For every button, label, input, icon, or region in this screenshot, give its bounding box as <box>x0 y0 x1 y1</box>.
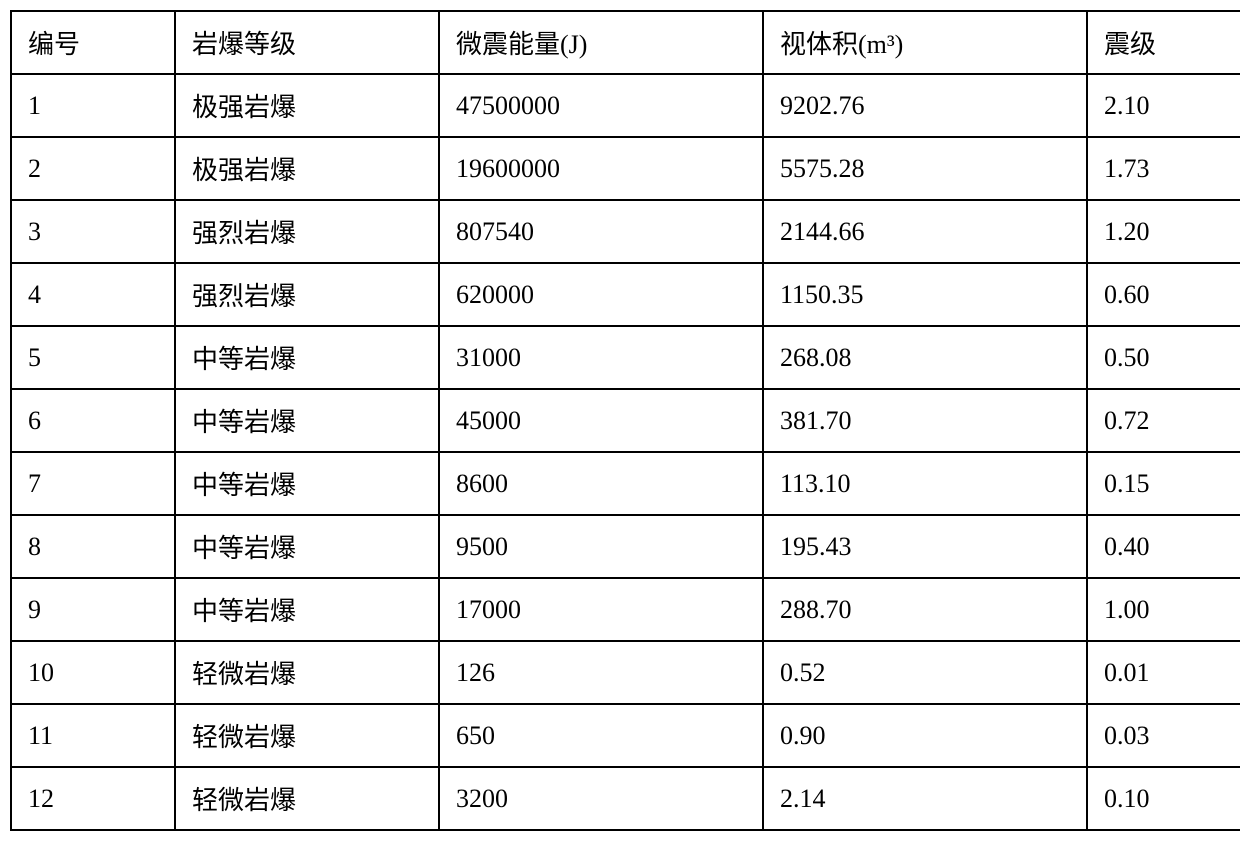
table-cell: 6 <box>11 389 175 452</box>
table-cell: 强烈岩爆 <box>175 263 439 326</box>
table-row: 1极强岩爆475000009202.762.10 <box>11 74 1240 137</box>
table-cell: 0.10 <box>1087 767 1240 830</box>
table-cell: 620000 <box>439 263 763 326</box>
table-cell: 9 <box>11 578 175 641</box>
table-row: 3强烈岩爆8075402144.661.20 <box>11 200 1240 263</box>
table-cell: 中等岩爆 <box>175 578 439 641</box>
table-cell: 113.10 <box>763 452 1087 515</box>
header-id: 编号 <box>11 11 175 74</box>
table-header-row: 编号 岩爆等级 微震能量(J) 视体积(m³) 震级 <box>11 11 1240 74</box>
table-row: 4强烈岩爆6200001150.350.60 <box>11 263 1240 326</box>
table-cell: 1.20 <box>1087 200 1240 263</box>
table-cell: 极强岩爆 <box>175 137 439 200</box>
table-row: 11轻微岩爆6500.900.03 <box>11 704 1240 767</box>
table-cell: 47500000 <box>439 74 763 137</box>
table-cell: 1 <box>11 74 175 137</box>
table-cell: 268.08 <box>763 326 1087 389</box>
table-cell: 0.03 <box>1087 704 1240 767</box>
table-cell: 9202.76 <box>763 74 1087 137</box>
table-row: 6中等岩爆45000381.700.72 <box>11 389 1240 452</box>
table-cell: 2 <box>11 137 175 200</box>
table-cell: 中等岩爆 <box>175 326 439 389</box>
table-cell: 8600 <box>439 452 763 515</box>
table-cell: 中等岩爆 <box>175 452 439 515</box>
table-cell: 5575.28 <box>763 137 1087 200</box>
table-cell: 650 <box>439 704 763 767</box>
table-row: 2极强岩爆196000005575.281.73 <box>11 137 1240 200</box>
table-cell: 3200 <box>439 767 763 830</box>
table-cell: 1150.35 <box>763 263 1087 326</box>
table-cell: 7 <box>11 452 175 515</box>
table-cell: 2.10 <box>1087 74 1240 137</box>
table-cell: 5 <box>11 326 175 389</box>
table-cell: 19600000 <box>439 137 763 200</box>
table-cell: 0.52 <box>763 641 1087 704</box>
table-cell: 中等岩爆 <box>175 515 439 578</box>
header-grade: 岩爆等级 <box>175 11 439 74</box>
table-cell: 极强岩爆 <box>175 74 439 137</box>
table-cell: 195.43 <box>763 515 1087 578</box>
table-cell: 8 <box>11 515 175 578</box>
table-cell: 4 <box>11 263 175 326</box>
table-cell: 45000 <box>439 389 763 452</box>
table-cell: 10 <box>11 641 175 704</box>
table-cell: 0.60 <box>1087 263 1240 326</box>
table-cell: 381.70 <box>763 389 1087 452</box>
header-magnitude: 震级 <box>1087 11 1240 74</box>
table-cell: 807540 <box>439 200 763 263</box>
table-row: 8中等岩爆9500195.430.40 <box>11 515 1240 578</box>
table-cell: 0.40 <box>1087 515 1240 578</box>
table-cell: 轻微岩爆 <box>175 704 439 767</box>
table-cell: 288.70 <box>763 578 1087 641</box>
header-volume: 视体积(m³) <box>763 11 1087 74</box>
table-cell: 0.50 <box>1087 326 1240 389</box>
table-cell: 31000 <box>439 326 763 389</box>
table-cell: 0.90 <box>763 704 1087 767</box>
table-cell: 中等岩爆 <box>175 389 439 452</box>
table-cell: 0.15 <box>1087 452 1240 515</box>
table-cell: 1.00 <box>1087 578 1240 641</box>
table-body: 1极强岩爆475000009202.762.102极强岩爆19600000557… <box>11 74 1240 830</box>
header-energy: 微震能量(J) <box>439 11 763 74</box>
table-cell: 11 <box>11 704 175 767</box>
table-cell: 17000 <box>439 578 763 641</box>
table-row: 9中等岩爆17000288.701.00 <box>11 578 1240 641</box>
table-cell: 轻微岩爆 <box>175 767 439 830</box>
table-cell: 轻微岩爆 <box>175 641 439 704</box>
table-cell: 126 <box>439 641 763 704</box>
rockburst-data-table: 编号 岩爆等级 微震能量(J) 视体积(m³) 震级 1极强岩爆47500000… <box>10 10 1240 831</box>
table-cell: 强烈岩爆 <box>175 200 439 263</box>
table-cell: 2.14 <box>763 767 1087 830</box>
table-cell: 1.73 <box>1087 137 1240 200</box>
table-cell: 0.01 <box>1087 641 1240 704</box>
table-cell: 2144.66 <box>763 200 1087 263</box>
table-cell: 0.72 <box>1087 389 1240 452</box>
table-row: 12轻微岩爆32002.140.10 <box>11 767 1240 830</box>
table-cell: 3 <box>11 200 175 263</box>
table-cell: 9500 <box>439 515 763 578</box>
table-cell: 12 <box>11 767 175 830</box>
table-row: 7中等岩爆8600113.100.15 <box>11 452 1240 515</box>
table-row: 5中等岩爆31000268.080.50 <box>11 326 1240 389</box>
table-row: 10轻微岩爆1260.520.01 <box>11 641 1240 704</box>
